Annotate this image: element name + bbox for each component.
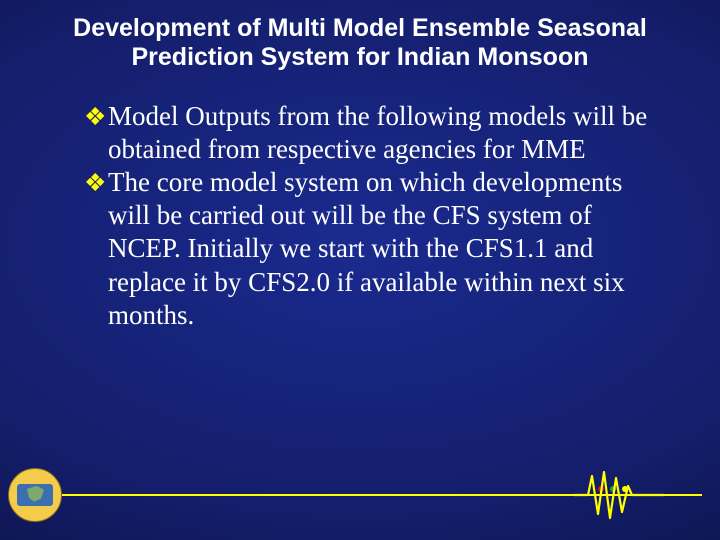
pulse-wave-icon xyxy=(574,468,664,522)
bullet-text: The core model system on which developme… xyxy=(108,166,664,332)
agency-logo-icon xyxy=(8,468,62,522)
content-area: ❖ Model Outputs from the following model… xyxy=(0,72,720,332)
bullet-item: ❖ The core model system on which develop… xyxy=(84,166,664,332)
diamond-bullet-icon: ❖ xyxy=(84,100,108,135)
bullet-text: Model Outputs from the following models … xyxy=(108,100,664,166)
slide-title: Development of Multi Model Ensemble Seas… xyxy=(0,0,720,72)
bullet-item: ❖ Model Outputs from the following model… xyxy=(84,100,664,166)
footer-decoration xyxy=(0,468,720,522)
diamond-bullet-icon: ❖ xyxy=(84,166,108,201)
